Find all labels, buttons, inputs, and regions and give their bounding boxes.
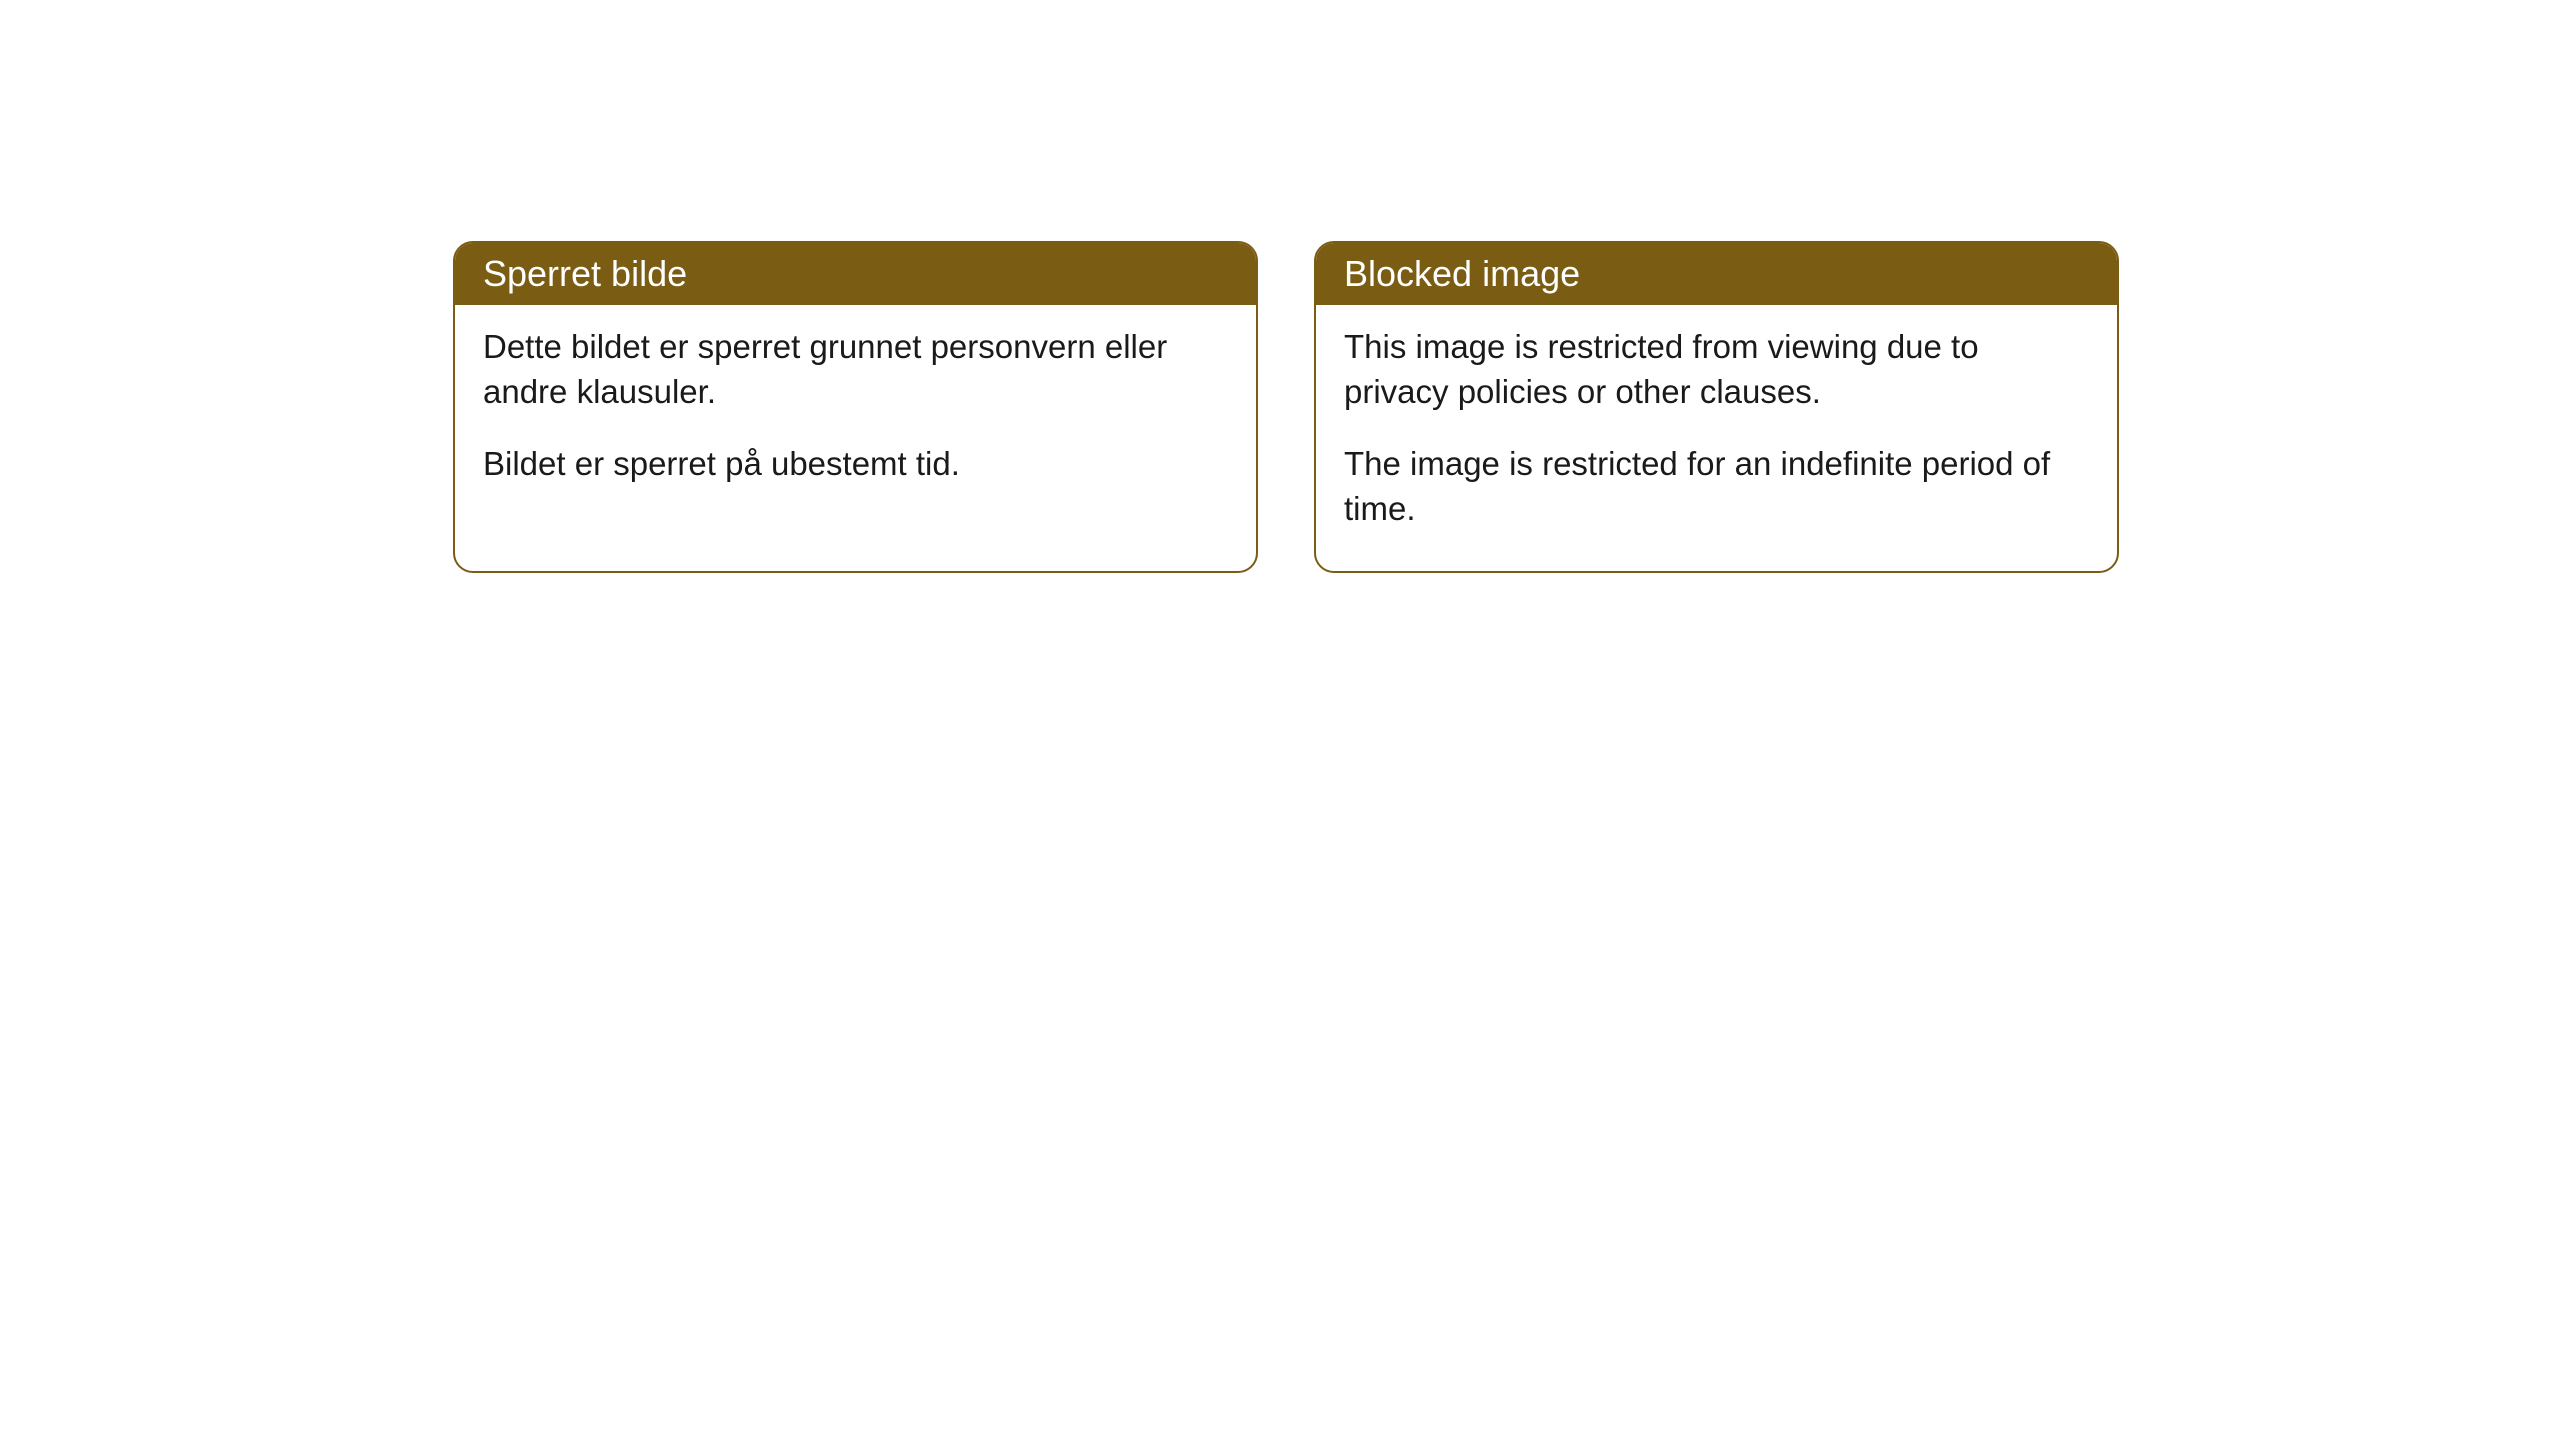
notice-paragraph: Dette bildet er sperret grunnet personve… xyxy=(483,325,1228,414)
notice-header-norwegian: Sperret bilde xyxy=(455,243,1256,305)
notice-title: Blocked image xyxy=(1344,253,1580,294)
notice-card-norwegian: Sperret bilde Dette bildet er sperret gr… xyxy=(453,241,1258,573)
notice-paragraph: This image is restricted from viewing du… xyxy=(1344,325,2089,414)
notice-card-english: Blocked image This image is restricted f… xyxy=(1314,241,2119,573)
notice-paragraph: The image is restricted for an indefinit… xyxy=(1344,442,2089,531)
notice-title: Sperret bilde xyxy=(483,253,687,294)
notice-paragraph: Bildet er sperret på ubestemt tid. xyxy=(483,442,1228,487)
notice-body-english: This image is restricted from viewing du… xyxy=(1316,305,2117,571)
notice-cards-container: Sperret bilde Dette bildet er sperret gr… xyxy=(453,241,2119,573)
notice-body-norwegian: Dette bildet er sperret grunnet personve… xyxy=(455,305,1256,527)
notice-header-english: Blocked image xyxy=(1316,243,2117,305)
